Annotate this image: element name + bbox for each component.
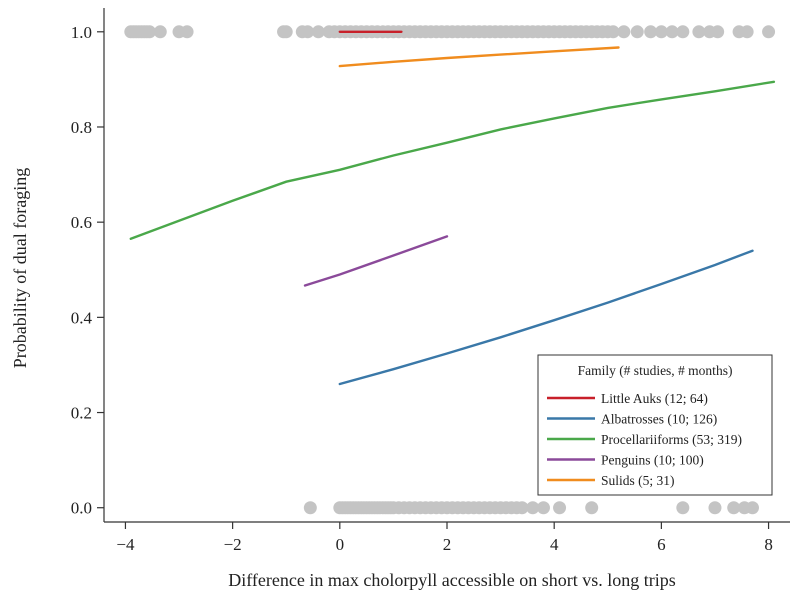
- data-point: [654, 25, 668, 39]
- data-point: [301, 25, 315, 39]
- x-tick-label: 6: [657, 535, 666, 554]
- legend: Family (# studies, # months) Little Auks…: [537, 354, 773, 496]
- series-line-4: [303, 235, 449, 287]
- series-line-3: [129, 80, 776, 240]
- data-points: [124, 25, 776, 515]
- data-point: [585, 501, 599, 515]
- data-point: [665, 25, 679, 39]
- data-point: [762, 25, 776, 39]
- y-ticks: 0.0 0.2 0.4 0.6 0.8 1.0: [71, 23, 104, 518]
- x-tick-label: −4: [116, 535, 135, 554]
- y-axis-label: Probability of dual foraging: [10, 168, 30, 368]
- data-point: [606, 25, 620, 39]
- legend-label: Penguins (10; 100): [601, 453, 704, 468]
- x-tick-label: 0: [336, 535, 345, 554]
- data-point: [143, 25, 157, 39]
- legend-title: Family (# studies, # months): [578, 363, 733, 378]
- y-tick-label: 0.0: [71, 499, 92, 518]
- legend-label: Sulids (5; 31): [601, 473, 675, 488]
- legend-box: [537, 354, 773, 496]
- y-tick-label: 0.2: [71, 404, 92, 423]
- data-point: [676, 25, 690, 39]
- series-line-2: [338, 249, 754, 386]
- data-point: [526, 501, 540, 515]
- data-point: [727, 501, 741, 515]
- data-point: [630, 25, 644, 39]
- data-point: [311, 25, 325, 39]
- data-point: [303, 501, 317, 515]
- data-point: [617, 25, 631, 39]
- x-ticks: −4 −2 0 2 4 6 8: [116, 522, 773, 554]
- data-point: [692, 25, 706, 39]
- data-point: [153, 25, 167, 39]
- x-tick-label: 8: [764, 535, 773, 554]
- data-point: [745, 501, 759, 515]
- legend-label: Little Auks (12; 64): [601, 391, 708, 406]
- legend-label: Albatrosses (10; 126): [601, 412, 717, 427]
- data-point: [553, 501, 567, 515]
- data-point: [180, 25, 194, 39]
- x-tick-label: −2: [224, 535, 242, 554]
- data-point: [740, 25, 754, 39]
- y-tick-label: 0.6: [71, 213, 92, 232]
- data-point: [515, 501, 529, 515]
- data-point: [711, 25, 725, 39]
- data-point: [279, 25, 293, 39]
- axes: −4 −2 0 2 4 6 8 0.0 0.2 0.4 0.6 0.8 1.0 Difference …: [10, 8, 790, 590]
- data-point: [708, 501, 722, 515]
- legend-items: Little Auks (12; 64) Albatrosses (10; 126…: [547, 391, 742, 488]
- data-point: [644, 25, 658, 39]
- series-line-5: [338, 46, 620, 68]
- series-lines: [129, 30, 776, 386]
- x-tick-label: 2: [443, 535, 452, 554]
- y-tick-label: 0.4: [71, 308, 93, 327]
- y-tick-label: 0.8: [71, 118, 92, 137]
- y-tick-label: 1.0: [71, 23, 92, 42]
- x-axis-label: Difference in max cholorpyll accessible …: [228, 570, 676, 590]
- legend-label: Procellariiforms (53; 319): [601, 432, 742, 447]
- data-point: [536, 501, 550, 515]
- x-tick-label: 4: [550, 535, 559, 554]
- data-point: [676, 501, 690, 515]
